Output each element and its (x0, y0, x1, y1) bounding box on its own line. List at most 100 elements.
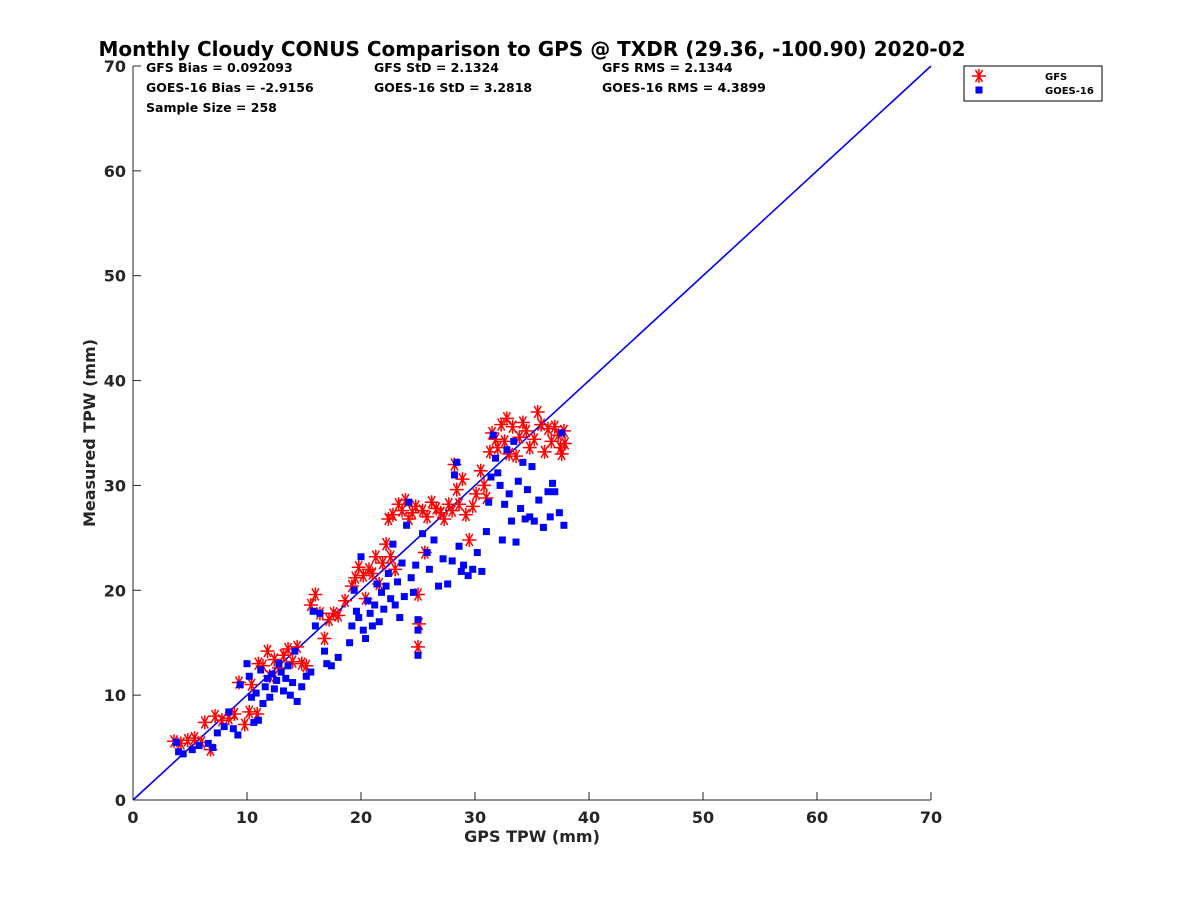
data-point (302, 672, 310, 680)
data-point (452, 497, 467, 512)
data-point (420, 509, 435, 524)
data-point (482, 444, 497, 459)
data-point (391, 497, 406, 512)
data-point (551, 488, 559, 496)
data-point (482, 528, 490, 536)
data-point (429, 501, 444, 516)
data-point (195, 741, 203, 749)
data-point (521, 515, 529, 523)
data-point (445, 503, 460, 518)
data-point (514, 477, 522, 485)
data-point (405, 505, 420, 520)
data-point (323, 660, 331, 668)
data-point (380, 605, 388, 613)
data-point (368, 549, 383, 564)
data-point (299, 658, 314, 673)
data-point (528, 463, 536, 471)
x-tick-label: 20 (350, 808, 372, 827)
data-point (517, 504, 525, 512)
data-point (401, 511, 416, 526)
data-point (419, 530, 427, 538)
data-point (439, 555, 447, 563)
data-point (435, 582, 443, 590)
data-point (530, 405, 545, 420)
data-point (414, 616, 422, 624)
data-point (197, 715, 212, 730)
data-point (488, 432, 503, 447)
data-point (523, 486, 531, 494)
data-point (381, 511, 396, 526)
data-point (433, 505, 448, 520)
data-point (487, 473, 495, 481)
data-point (234, 731, 242, 739)
x-tick-label: 0 (127, 808, 138, 827)
data-point (537, 444, 552, 459)
data-point (389, 540, 397, 548)
data-point (366, 609, 374, 617)
data-point (237, 717, 252, 732)
data-point (356, 568, 371, 583)
data-point (469, 486, 484, 501)
data-point (455, 472, 470, 487)
data-point (303, 597, 318, 612)
data-point (385, 507, 400, 522)
series-goes-16 (172, 429, 568, 758)
data-point (236, 681, 244, 689)
data-point (251, 656, 266, 671)
data-point (512, 430, 527, 445)
data-point (173, 736, 188, 751)
data-point (512, 538, 520, 546)
data-point (266, 693, 274, 701)
data-point (494, 417, 509, 432)
data-point (384, 570, 392, 578)
data-point (558, 436, 573, 451)
data-point (485, 498, 493, 506)
data-point (510, 437, 518, 445)
data-point (204, 739, 212, 747)
data-point (334, 653, 342, 661)
data-point (362, 635, 370, 643)
stats-annotations: GFS Bias = 0.092093 GOES-16 Bias = -2.91… (146, 60, 766, 115)
y-tick-label: 50 (104, 267, 126, 286)
data-point (365, 566, 380, 581)
data-point (227, 707, 242, 722)
data-point (286, 691, 294, 699)
data-point (465, 499, 480, 514)
data-point (411, 587, 425, 602)
data-point (423, 549, 431, 557)
data-point (281, 642, 296, 657)
x-tick-label: 30 (464, 808, 486, 827)
data-point (391, 601, 399, 609)
data-point (450, 471, 458, 479)
data-point (290, 639, 305, 654)
chart-title: Monthly Cloudy CONUS Comparison to GPS @… (98, 37, 965, 61)
data-point (496, 481, 504, 489)
data-point (351, 560, 366, 575)
data-point (505, 490, 513, 498)
data-point (430, 536, 438, 544)
data-point (355, 614, 363, 622)
data-point (352, 607, 360, 615)
data-point (364, 597, 372, 605)
data-point (317, 631, 332, 646)
data-point (490, 440, 505, 455)
data-point (383, 549, 398, 564)
data-point (424, 495, 439, 510)
x-tick-label: 70 (920, 808, 942, 827)
data-point (359, 626, 367, 634)
data-point (535, 496, 543, 504)
data-point (388, 562, 403, 577)
legend-label: GFS (1045, 72, 1067, 83)
data-point (409, 588, 417, 596)
data-point (405, 498, 413, 506)
data-point (326, 606, 341, 621)
goes-bias-label: GOES-16 Bias = -2.9156 (146, 80, 314, 95)
data-point (469, 565, 477, 573)
data-point (375, 556, 390, 571)
data-point (244, 677, 259, 692)
data-point (282, 674, 290, 682)
data-point (414, 651, 422, 659)
y-axis-label: Measured TPW (mm) (80, 339, 99, 527)
data-point (275, 660, 283, 668)
